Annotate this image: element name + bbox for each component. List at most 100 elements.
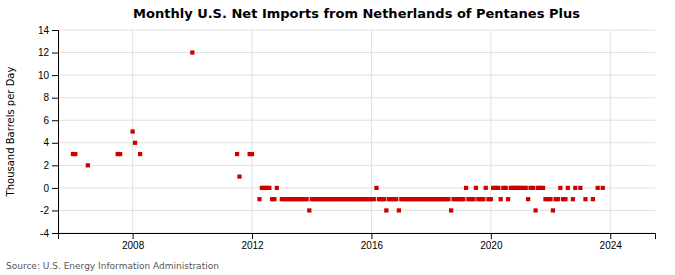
x-tick: 2016 <box>361 233 384 251</box>
point <box>307 208 311 212</box>
x-tick: 2024 <box>600 233 623 251</box>
y-tick: 8 <box>43 92 58 103</box>
point <box>563 197 567 201</box>
grid-line-y <box>58 52 655 53</box>
y-tick-label: 0 <box>43 183 49 194</box>
y-tick: 6 <box>43 115 58 126</box>
point <box>556 197 560 201</box>
grid-line-x <box>610 30 611 233</box>
y-tick: 2 <box>43 160 58 171</box>
y-tick-label: -2 <box>40 205 49 216</box>
y-tick-mark <box>52 188 58 189</box>
point <box>305 197 309 201</box>
grid-line-y <box>58 210 655 211</box>
x-tick: 2008 <box>122 233 145 251</box>
point <box>374 186 378 190</box>
point <box>250 152 254 156</box>
x-tick-mark <box>610 233 611 239</box>
point <box>461 197 465 201</box>
point <box>533 208 537 212</box>
x-axis: 20082012201620202024 <box>59 233 656 251</box>
point <box>382 197 386 201</box>
x-tick-mark <box>491 233 492 239</box>
point <box>504 186 508 190</box>
point <box>190 50 194 54</box>
point <box>578 186 582 190</box>
y-tick: -2 <box>40 205 58 216</box>
point <box>524 186 528 190</box>
x-tick-mark <box>133 233 134 239</box>
point <box>118 152 122 156</box>
y-tick: 14 <box>38 25 58 36</box>
y-tick: 4 <box>43 137 58 148</box>
point <box>571 197 575 201</box>
y-tick-mark <box>52 98 58 99</box>
point <box>275 186 279 190</box>
y-tick: 0 <box>43 183 58 194</box>
point <box>131 129 135 133</box>
x-tick-label: 2024 <box>600 240 623 251</box>
y-tick: -4 <box>40 228 58 239</box>
x-tick-mark <box>371 233 372 239</box>
point <box>257 197 261 201</box>
point <box>235 152 239 156</box>
point <box>591 197 595 201</box>
point <box>506 197 510 201</box>
y-tick-mark <box>52 30 58 31</box>
y-tick: 12 <box>38 47 58 58</box>
y-tick-label: 12 <box>38 47 50 58</box>
y-tick-mark <box>52 165 58 166</box>
point <box>86 163 90 167</box>
point <box>601 186 605 190</box>
point <box>272 197 276 201</box>
annotation: Source: U.S. Energy Information Administ… <box>6 261 219 271</box>
point <box>397 208 401 212</box>
point <box>73 152 77 156</box>
point <box>484 186 488 190</box>
point <box>446 197 450 201</box>
y-tick-label: -4 <box>40 228 49 239</box>
grid-line-y <box>58 75 655 76</box>
y-tick-mark <box>52 143 58 144</box>
grid-line-y <box>58 120 655 121</box>
point <box>541 186 545 190</box>
x-tick-label: 2016 <box>361 240 384 251</box>
y-axis-line <box>52 31 59 234</box>
grid-line-y <box>58 187 655 188</box>
point <box>267 186 271 190</box>
grid-line-x <box>252 30 253 233</box>
y-tick-mark <box>52 75 58 76</box>
point <box>237 174 241 178</box>
point <box>526 197 530 201</box>
point <box>496 186 500 190</box>
grid-line-y <box>58 142 655 143</box>
point <box>489 197 493 201</box>
point <box>551 208 555 212</box>
grid-line-x <box>371 30 372 233</box>
points <box>71 50 605 212</box>
y-tick-label: 4 <box>43 137 49 148</box>
chart-svg: 20082012201620202024-4-202468101214Month… <box>0 0 675 275</box>
y-axis-label: Thousand Barrels per Day <box>5 67 16 198</box>
point <box>499 197 503 201</box>
title: Monthly U.S. Net Imports from Netherland… <box>133 6 580 21</box>
point <box>474 186 478 190</box>
grid-line-y <box>58 30 655 31</box>
grid-line-y <box>58 97 655 98</box>
point <box>596 186 600 190</box>
point <box>138 152 142 156</box>
point <box>394 197 398 201</box>
y-tick: 10 <box>38 70 58 81</box>
x-tick: 2012 <box>241 233 264 251</box>
grid-line-x <box>490 30 491 233</box>
point <box>464 186 468 190</box>
point <box>481 197 485 201</box>
point <box>566 186 570 190</box>
point <box>133 141 137 145</box>
point <box>449 208 453 212</box>
point <box>573 186 577 190</box>
grid-line-y <box>58 165 655 166</box>
y-tick-label: 10 <box>38 70 50 81</box>
point <box>372 197 376 201</box>
y-tick-label: 6 <box>43 115 49 126</box>
